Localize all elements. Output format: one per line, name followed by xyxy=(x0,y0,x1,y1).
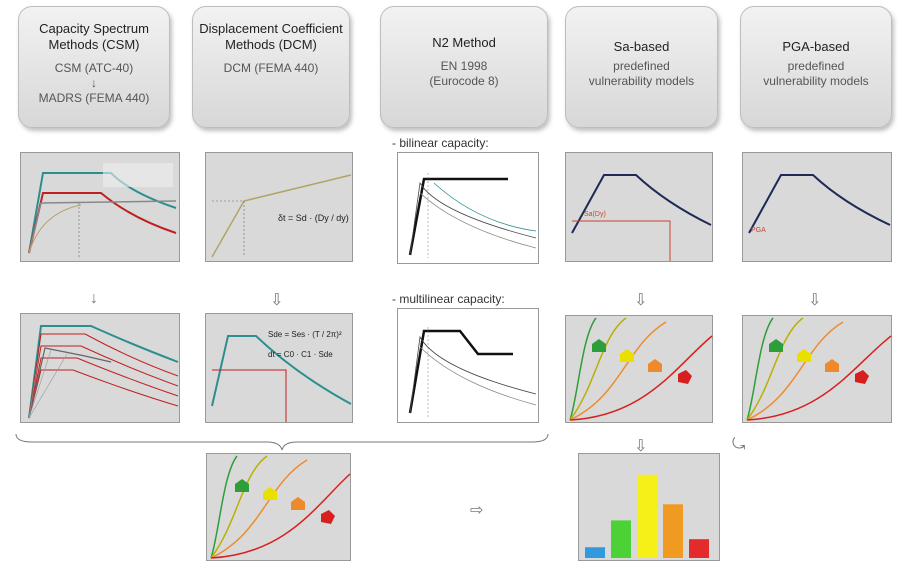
formula-dcm-2a: Sde = Ses · (T / 2π)² xyxy=(268,330,342,339)
damage-bar xyxy=(637,474,657,558)
note-bilinear: - bilinear capacity: xyxy=(392,136,489,150)
plot-sa-fragility-svg xyxy=(569,317,713,421)
header-pga: PGA-based predefined vulnerability model… xyxy=(740,6,892,128)
arrow-down-icon: ⇩ xyxy=(634,292,648,309)
label-sa-dy: Sa(Dy) xyxy=(584,211,606,218)
plot-damage-bar-chart-svg xyxy=(585,474,709,558)
header-n2-title: N2 Method xyxy=(432,35,496,50)
plot-sa-fragility xyxy=(565,315,713,423)
header-csm-line-3: MADRS (FEMA 440) xyxy=(38,91,150,105)
label-pga: PGA xyxy=(751,227,766,234)
arrow-down-icon: ↓ xyxy=(90,290,98,307)
damage-bar xyxy=(663,504,683,558)
plot-sa-bilinear: Sa(Dy) xyxy=(565,152,713,262)
arrow-curved-icon: ⤿ xyxy=(732,436,746,453)
damage-bar xyxy=(689,539,709,558)
plot-combined-fragility-svg xyxy=(210,455,351,559)
header-sa-line-2: vulnerability models xyxy=(588,74,695,88)
arrow-down-icon: ⇩ xyxy=(808,292,822,309)
plot-n2-bilinear xyxy=(397,152,539,264)
header-n2: N2 Method EN 1998 (Eurocode 8) xyxy=(380,6,548,128)
plot-sa-bilinear-svg xyxy=(571,174,712,261)
plot-dcm-multilinear-svg xyxy=(211,335,352,422)
plot-csm-bilinear-svg xyxy=(28,163,177,258)
plot-csm-bilinear xyxy=(20,152,180,262)
plot-pga-bilinear: PGA xyxy=(742,152,892,262)
plot-dcm-bilinear: δt = Sd · (Dy / dy) xyxy=(205,152,353,262)
plot-pga-fragility-svg xyxy=(746,317,892,421)
damage-bar xyxy=(611,520,631,558)
plot-damage-bar-chart xyxy=(578,453,720,561)
plot-dcm-multilinear: Sde = Ses · (T / 2π)² dt = C0 · C1 · Sde xyxy=(205,313,353,423)
formula-dcm-2b: dt = C0 · C1 · Sde xyxy=(268,350,333,359)
header-dcm-title: Displacement Coefficient Methods (DCM) xyxy=(199,21,343,52)
plot-csm-multilinear xyxy=(20,313,180,423)
plot-n2-multilinear-svg xyxy=(408,327,537,417)
plot-combined-fragility xyxy=(206,453,351,561)
note-multilinear: - multilinear capacity: xyxy=(392,292,505,306)
header-n2-line-2: (Eurocode 8) xyxy=(429,74,499,88)
header-pga-line-1: predefined xyxy=(787,59,845,73)
plot-pga-bilinear-svg xyxy=(748,174,891,234)
header-pga-title: PGA-based xyxy=(782,39,850,54)
plot-n2-bilinear-svg xyxy=(408,173,537,258)
header-csm-line-2: ↓ xyxy=(91,76,97,90)
formula-dcm-1: δt = Sd · (Dy / dy) xyxy=(278,213,349,223)
header-dcm: Displacement Coefficient Methods (DCM) D… xyxy=(192,6,350,128)
header-sa-line-1: predefined xyxy=(613,59,670,73)
header-n2-line-1: EN 1998 xyxy=(440,59,488,73)
header-csm-title: Capacity Spectrum Methods (CSM) xyxy=(39,21,149,52)
header-sa-title: Sa-based xyxy=(613,39,670,54)
arrow-down-icon: ⇩ xyxy=(270,292,284,309)
brace-connector xyxy=(15,433,549,451)
plot-n2-multilinear xyxy=(397,308,539,423)
header-sa: Sa-based predefined vulnerability models xyxy=(565,6,718,128)
header-dcm-line-1: DCM (FEMA 440) xyxy=(223,61,319,75)
plot-csm-multilinear-svg xyxy=(28,325,179,419)
arrow-down-icon: ⇩ xyxy=(634,438,648,455)
plot-dcm-bilinear-svg xyxy=(211,174,352,258)
header-pga-line-2: vulnerability models xyxy=(763,74,869,88)
damage-bar xyxy=(585,547,605,558)
plot-pga-fragility xyxy=(742,315,892,423)
header-csm-line-1: CSM (ATC-40) xyxy=(54,61,134,75)
header-csm: Capacity Spectrum Methods (CSM) CSM (ATC… xyxy=(18,6,170,128)
arrow-right-icon: ⇨ xyxy=(470,502,484,519)
